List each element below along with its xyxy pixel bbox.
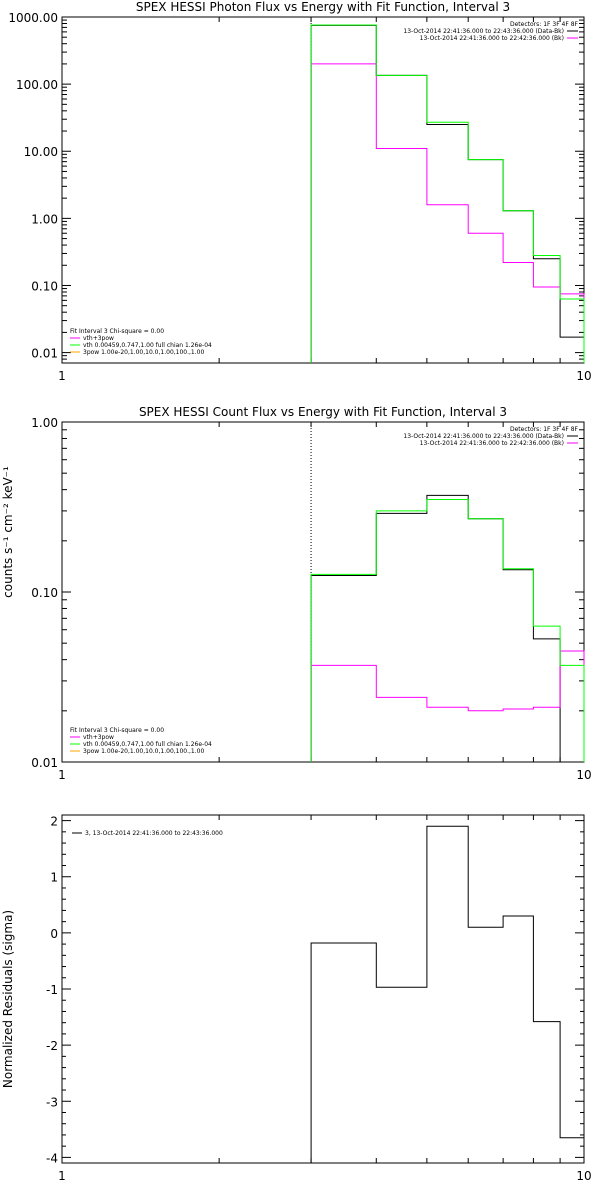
legend-entry-label: 13-Oct-2014 22:41:36.000 to 22:43:36.000… [403, 433, 564, 440]
legend-entry-label: 3pow 1.00e-20,1.00,10.0,1.00,100.,1.00 [83, 748, 204, 755]
legend-title: Detectors: 1F 3F 4F 8F [510, 426, 579, 433]
x-tick-label: 10 [576, 369, 591, 383]
x-tick-label: 1 [58, 1169, 66, 1183]
y-tick-label: 0.01 [31, 347, 58, 361]
legend-entry-label: vth+3pow [83, 734, 114, 741]
series-2-step-line [310, 63, 585, 363]
series-3-step-line [310, 24, 585, 363]
x-tick-label: 10 [576, 1169, 591, 1183]
x-tick-label: 1 [58, 768, 66, 782]
y-tick-label: -3 [46, 1095, 58, 1109]
y-tick-label: 1000.00 [8, 11, 58, 25]
y-tick-label: 100.00 [16, 78, 58, 92]
legend-entry-label: 13-Oct-2014 22:41:36.000 to 22:42:36.000… [420, 440, 564, 447]
x-tick-label: 10 [576, 768, 591, 782]
y-tick-label: 0.10 [31, 586, 58, 600]
series-1-step-line [310, 24, 585, 363]
series-1-step-line [310, 825, 585, 1163]
y-tick-label: -4 [46, 1151, 58, 1165]
legend-entry-label: 13-Oct-2014 22:41:36.000 to 22:43:36.000… [403, 28, 564, 35]
legend-entry-label: 3pow 1.00e-20,1.00,10.0,1.00,100.,1.00 [83, 349, 204, 356]
series-3-step-line [310, 499, 585, 762]
y-tick-label: -2 [46, 1039, 58, 1053]
y-tick-label: -1 [46, 983, 58, 997]
series-1-step-line [310, 494, 584, 763]
y-tick-label: 10.00 [24, 145, 58, 159]
plot-frame [61, 421, 585, 763]
plot-frame [61, 16, 585, 364]
legend-entry-label: 3, 13-Oct-2014 22:41:36.000 to 22:43:36.… [85, 830, 223, 837]
chart-panel-2: SPEX HESSI Count Flux vs Energy with Fit… [1, 405, 592, 782]
x-tick-label: 1 [58, 369, 66, 383]
y-tick-label: 1 [50, 871, 58, 885]
plot-frame [61, 814, 585, 1164]
legend: Fit Interval 3 Chi-square = 0.00vth+3pow… [70, 328, 212, 356]
legend-entry-label: vth 0.00459,0.747,1.00 full chian 1.26e-… [83, 342, 212, 349]
legend-entry-label: 13-Oct-2014 22:41:36.000 to 22:42:36.000… [420, 35, 564, 42]
legend-title: Fit Interval 3 Chi-square = 0.00 [70, 727, 164, 734]
legend-title: Fit Interval 3 Chi-square = 0.00 [70, 328, 164, 335]
y-axis-label: counts s⁻¹ cm⁻² keV⁻¹ [1, 466, 15, 598]
chart-panel-1: SPEX HESSI Photon Flux vs Energy with Fi… [8, 0, 591, 383]
legend: Fit Interval 3 Chi-square = 0.00vth+3pow… [70, 727, 212, 755]
y-tick-label: 0.01 [31, 756, 58, 770]
y-tick-label: 2 [50, 815, 58, 829]
y-tick-label: 1.00 [31, 212, 58, 226]
y-tick-label: 0.10 [31, 279, 58, 293]
legend-entry-label: vth 0.00459,0.747,1.00 full chian 1.26e-… [83, 741, 212, 748]
chart-title: SPEX HESSI Photon Flux vs Energy with Fi… [136, 0, 510, 14]
series-2-step-line [310, 650, 585, 762]
legend-title: Detectors: 1F 3F 4F 8F [510, 21, 579, 28]
legend-entry-label: vth+3pow [83, 335, 114, 342]
y-tick-label: 1.00 [31, 416, 58, 430]
y-tick-label: 0 [50, 927, 58, 941]
y-axis-label: Normalized Residuals (sigma) [1, 910, 15, 1088]
legend: 3, 13-Oct-2014 22:41:36.000 to 22:43:36.… [72, 830, 223, 837]
chart-title: SPEX HESSI Count Flux vs Energy with Fit… [139, 405, 507, 419]
